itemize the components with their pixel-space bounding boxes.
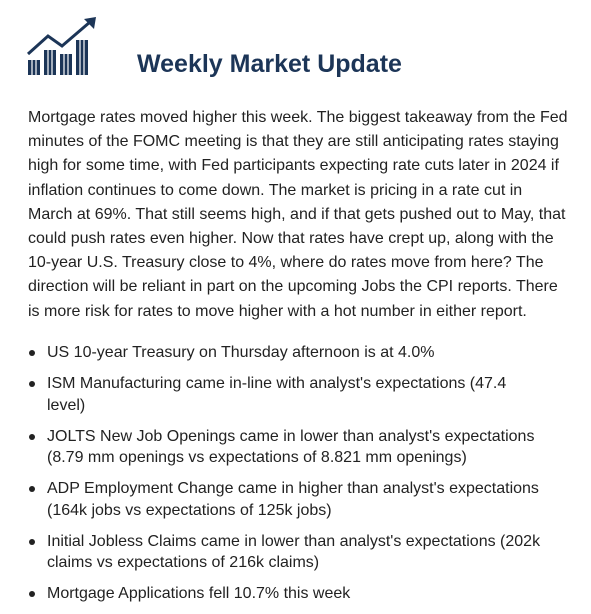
- bullet-list: US 10-year Treasury on Thursday afternoo…: [28, 342, 548, 614]
- bullet-item: ISM Manufacturing came in-line with anal…: [28, 373, 548, 416]
- bullet-item: Mortgage Applications fell 10.7% this we…: [28, 583, 548, 605]
- bullet-item: JOLTS New Job Openings came in lower tha…: [28, 426, 548, 469]
- title: Weekly Market Update: [137, 50, 402, 78]
- bullet-item: Initial Jobless Claims came in lower tha…: [28, 531, 548, 574]
- bullet-item: ADP Employment Change came in higher tha…: [28, 478, 548, 521]
- paragraph: Mortgage rates moved higher this week. T…: [28, 109, 568, 320]
- chart-icon: [26, 17, 96, 75]
- bullet-item: US 10-year Treasury on Thursday afternoo…: [28, 342, 548, 364]
